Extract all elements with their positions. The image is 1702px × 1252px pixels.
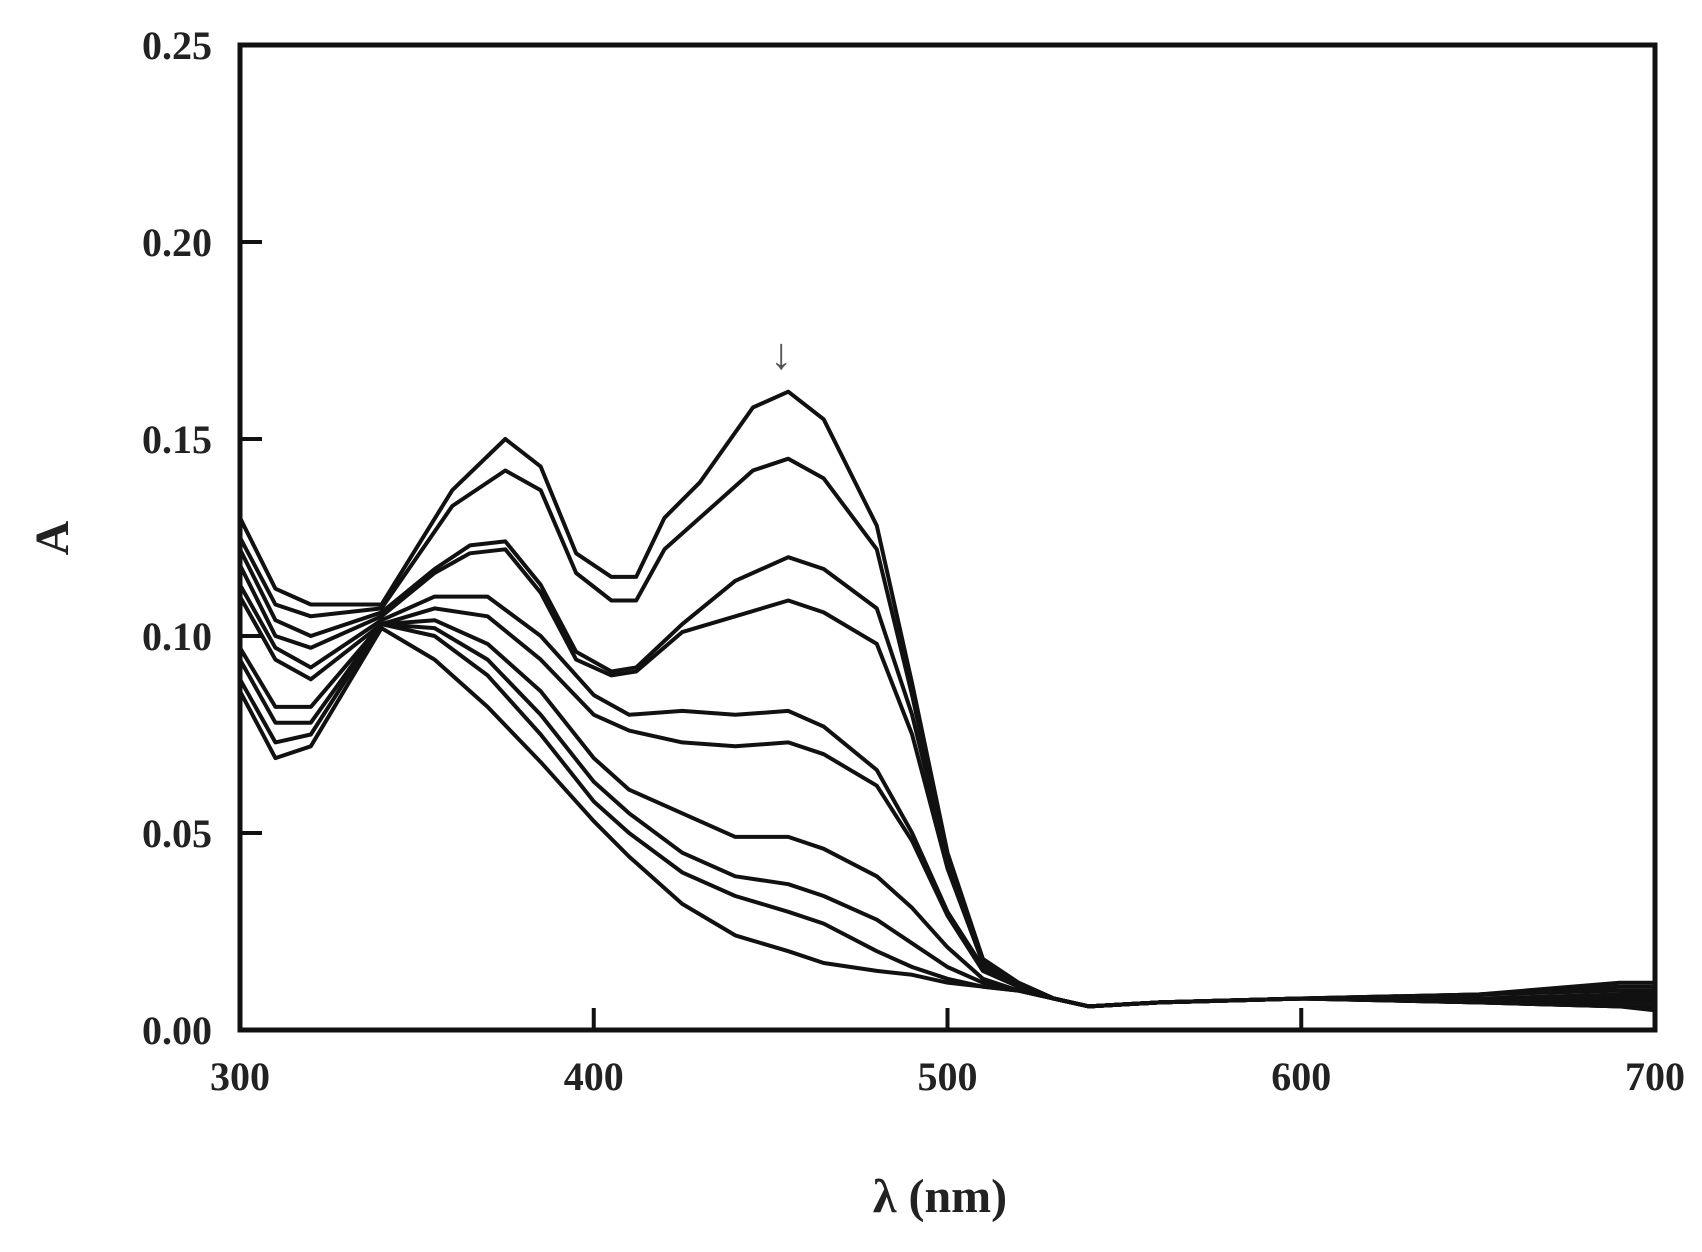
x-tick-label: 300 [210, 1054, 270, 1099]
x-tick-label: 500 [918, 1054, 978, 1099]
y-tick-label: 0.05 [142, 811, 212, 856]
y-tick-label: 0.00 [142, 1008, 212, 1053]
spectrum-line-7 [238, 618, 1657, 1009]
x-axis-label: λ (nm) [873, 1170, 1007, 1223]
spectrum-line-2 [238, 456, 1657, 1009]
series-layer [238, 389, 1657, 1013]
tick-label-layer: 300 400 500 600 700 0.00 0.05 0.10 0.15 0.20 0.25 [142, 23, 1685, 1099]
spectrum-line-10 [238, 626, 1657, 1013]
x-tick-label: 600 [1271, 1054, 1331, 1099]
tick-layer [238, 43, 1657, 1032]
y-tick-label: 0.10 [142, 614, 212, 659]
y-tick-label: 0.15 [142, 417, 212, 462]
y-tick-label: 0.20 [142, 220, 212, 265]
x-tick-label: 700 [1625, 1054, 1685, 1099]
plot-frame [237, 42, 1658, 1033]
x-tick-label: 400 [564, 1054, 624, 1099]
peak-arrow-annotation: ↓ [770, 329, 792, 378]
y-axis-label: A [26, 520, 79, 555]
spectrum-line-4 [238, 547, 1657, 1009]
y-tick-label: 0.25 [142, 23, 212, 68]
